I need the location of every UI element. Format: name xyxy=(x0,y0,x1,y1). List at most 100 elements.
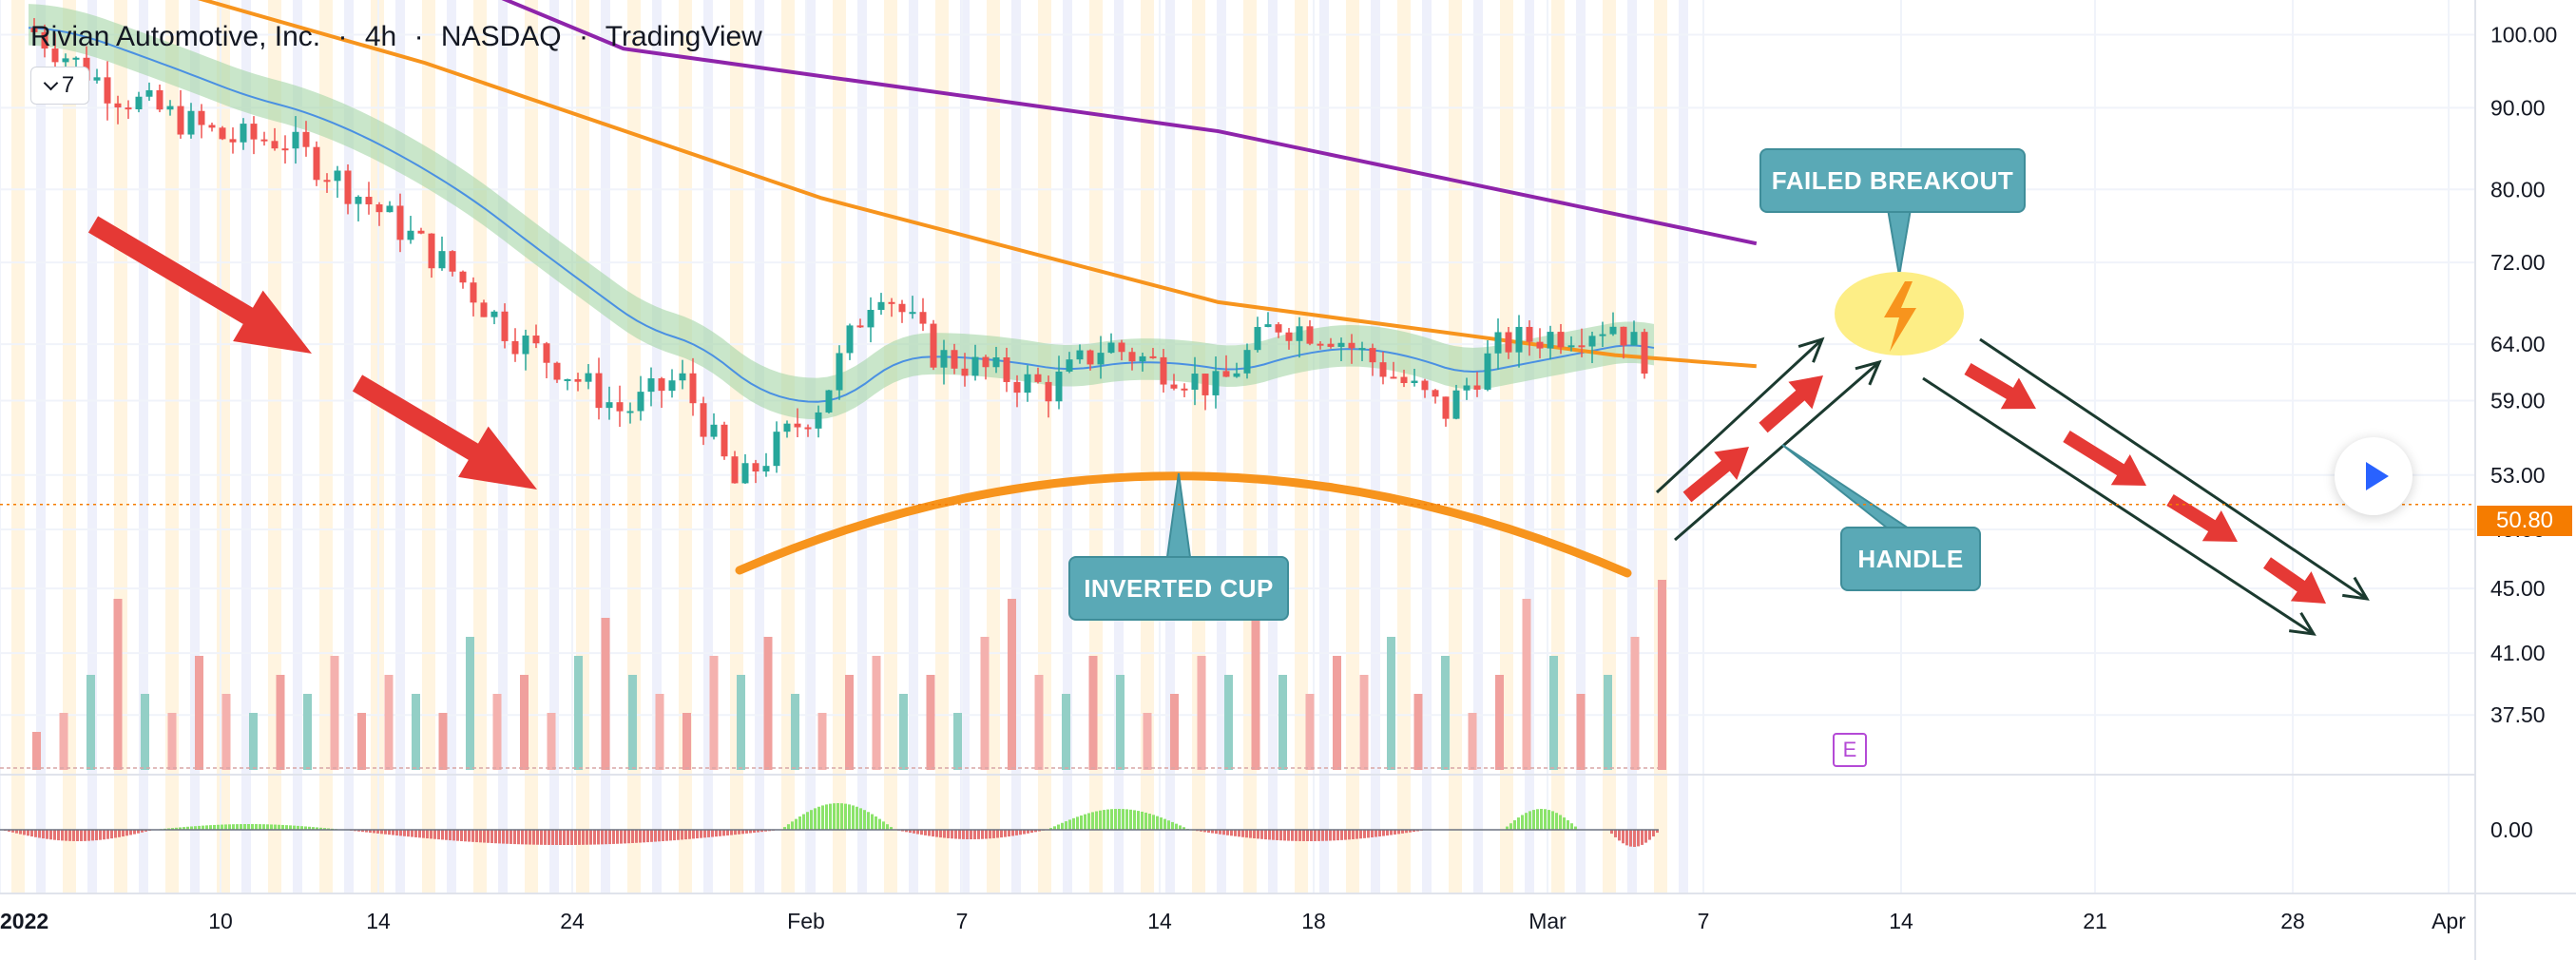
oscillator-bar xyxy=(916,830,919,835)
extended-session-band xyxy=(1217,0,1226,893)
candle-body xyxy=(51,48,59,63)
extended-session-band xyxy=(1165,0,1175,893)
oscillator-bar xyxy=(266,824,269,830)
oscillator-bar xyxy=(624,830,626,844)
oscillator-bar xyxy=(650,830,653,842)
extended-session-band xyxy=(935,0,949,893)
candle-body xyxy=(292,131,299,149)
extended-session-band xyxy=(1141,0,1154,893)
extended-session-band xyxy=(319,0,333,893)
volume-bar xyxy=(113,599,123,770)
candle-body xyxy=(877,301,885,311)
oscillator-bar xyxy=(308,826,311,830)
oscillator-bar xyxy=(1004,830,1007,837)
volume-bar xyxy=(1658,580,1666,770)
volume-bar xyxy=(520,675,529,770)
oscillator-bar xyxy=(217,824,220,830)
volume-bar xyxy=(1305,694,1315,770)
candle-body xyxy=(971,356,979,376)
volume-bar xyxy=(1197,656,1206,770)
oscillator-bar xyxy=(1253,830,1256,839)
candle-body xyxy=(1160,356,1167,385)
oscillator-bar xyxy=(1061,822,1064,830)
oscillator-bar xyxy=(228,824,231,830)
indicators-toggle-button[interactable]: 7 xyxy=(30,67,89,105)
oscillator-bar xyxy=(373,830,375,834)
oscillator-bar xyxy=(1171,821,1174,830)
oscillator-bar xyxy=(715,830,718,837)
candle-body xyxy=(898,303,906,313)
candle-body xyxy=(1473,385,1481,390)
oscillator-bar xyxy=(300,826,303,830)
oscillator-bar xyxy=(1528,811,1531,830)
candle-body xyxy=(700,403,707,437)
earnings-marker[interactable]: E xyxy=(1833,733,1867,767)
candle-body xyxy=(1567,345,1575,348)
oscillator-bar xyxy=(669,830,672,841)
candle-body xyxy=(825,390,833,413)
oscillator-bar xyxy=(118,830,121,837)
candle-body xyxy=(407,230,414,240)
oscillator-bar xyxy=(114,830,117,838)
candle-body xyxy=(166,106,174,110)
oscillator-bar xyxy=(357,830,360,832)
candle-body xyxy=(198,110,205,125)
extended-session-band xyxy=(857,0,867,893)
oscillator-bar xyxy=(430,830,433,839)
extended-session-band xyxy=(293,0,302,893)
oscillator-bar xyxy=(506,830,509,844)
chevron-down-icon xyxy=(43,75,59,90)
candle-body xyxy=(72,57,80,60)
oscillator-bar xyxy=(1241,830,1244,837)
oscillator-bar xyxy=(551,830,554,845)
oscillator-bar xyxy=(1622,830,1624,844)
oscillator-bar xyxy=(1295,830,1298,841)
oscillator-bar xyxy=(1200,830,1202,832)
oscillator-bar xyxy=(726,830,729,835)
moving-average-line xyxy=(501,0,1758,246)
oscillator-bar xyxy=(251,824,254,830)
candle-body xyxy=(762,466,770,472)
replay-play-button[interactable] xyxy=(2335,437,2413,515)
oscillator-bar xyxy=(586,830,588,845)
volume-bar xyxy=(412,694,420,770)
volume-bars xyxy=(0,580,1666,770)
price-axis-label: 59.00 xyxy=(2490,388,2546,413)
volume-bar xyxy=(1413,694,1423,770)
candle-body xyxy=(375,204,383,213)
candle-body xyxy=(1097,353,1105,365)
candle-body xyxy=(647,378,655,393)
oscillator-bar xyxy=(1279,830,1282,841)
trend-arrow xyxy=(1682,447,1749,503)
moving-averages xyxy=(197,0,1758,369)
separator: · xyxy=(578,21,588,52)
oscillator-bar xyxy=(1532,810,1535,830)
oscillator-bar xyxy=(1226,830,1229,835)
oscillator-bar xyxy=(1382,830,1385,836)
oscillator-bar xyxy=(745,830,748,834)
candle-body xyxy=(1547,332,1554,349)
chart-title: Rivian Automotive, Inc. · 4h · NASDAQ · … xyxy=(30,21,772,53)
oscillator-bar xyxy=(1175,823,1178,830)
time-axis-label: 24 xyxy=(560,909,585,933)
volume-bar xyxy=(1224,675,1233,770)
interval[interactable]: 4h xyxy=(364,21,397,52)
candle-body xyxy=(574,378,582,382)
extended-session-band xyxy=(806,0,816,893)
oscillator-bar xyxy=(407,830,410,837)
callout-text: HANDLE xyxy=(1857,544,1964,573)
extended-session-band xyxy=(1295,0,1308,893)
failed-breakout-callout: FAILED BREAKOUT xyxy=(1759,148,2026,213)
oscillator-bar xyxy=(939,830,942,838)
oscillator-bar xyxy=(871,814,874,830)
oscillator-bar xyxy=(1641,830,1644,845)
candle-body xyxy=(417,230,425,234)
oscillator-bar xyxy=(1179,825,1182,830)
oscillator-bar xyxy=(319,827,322,830)
oscillator-bar xyxy=(578,830,581,845)
candle-body xyxy=(511,340,519,355)
oscillator-bar xyxy=(1652,830,1655,837)
candle-body xyxy=(804,427,812,430)
oscillator-bar xyxy=(1160,817,1163,830)
